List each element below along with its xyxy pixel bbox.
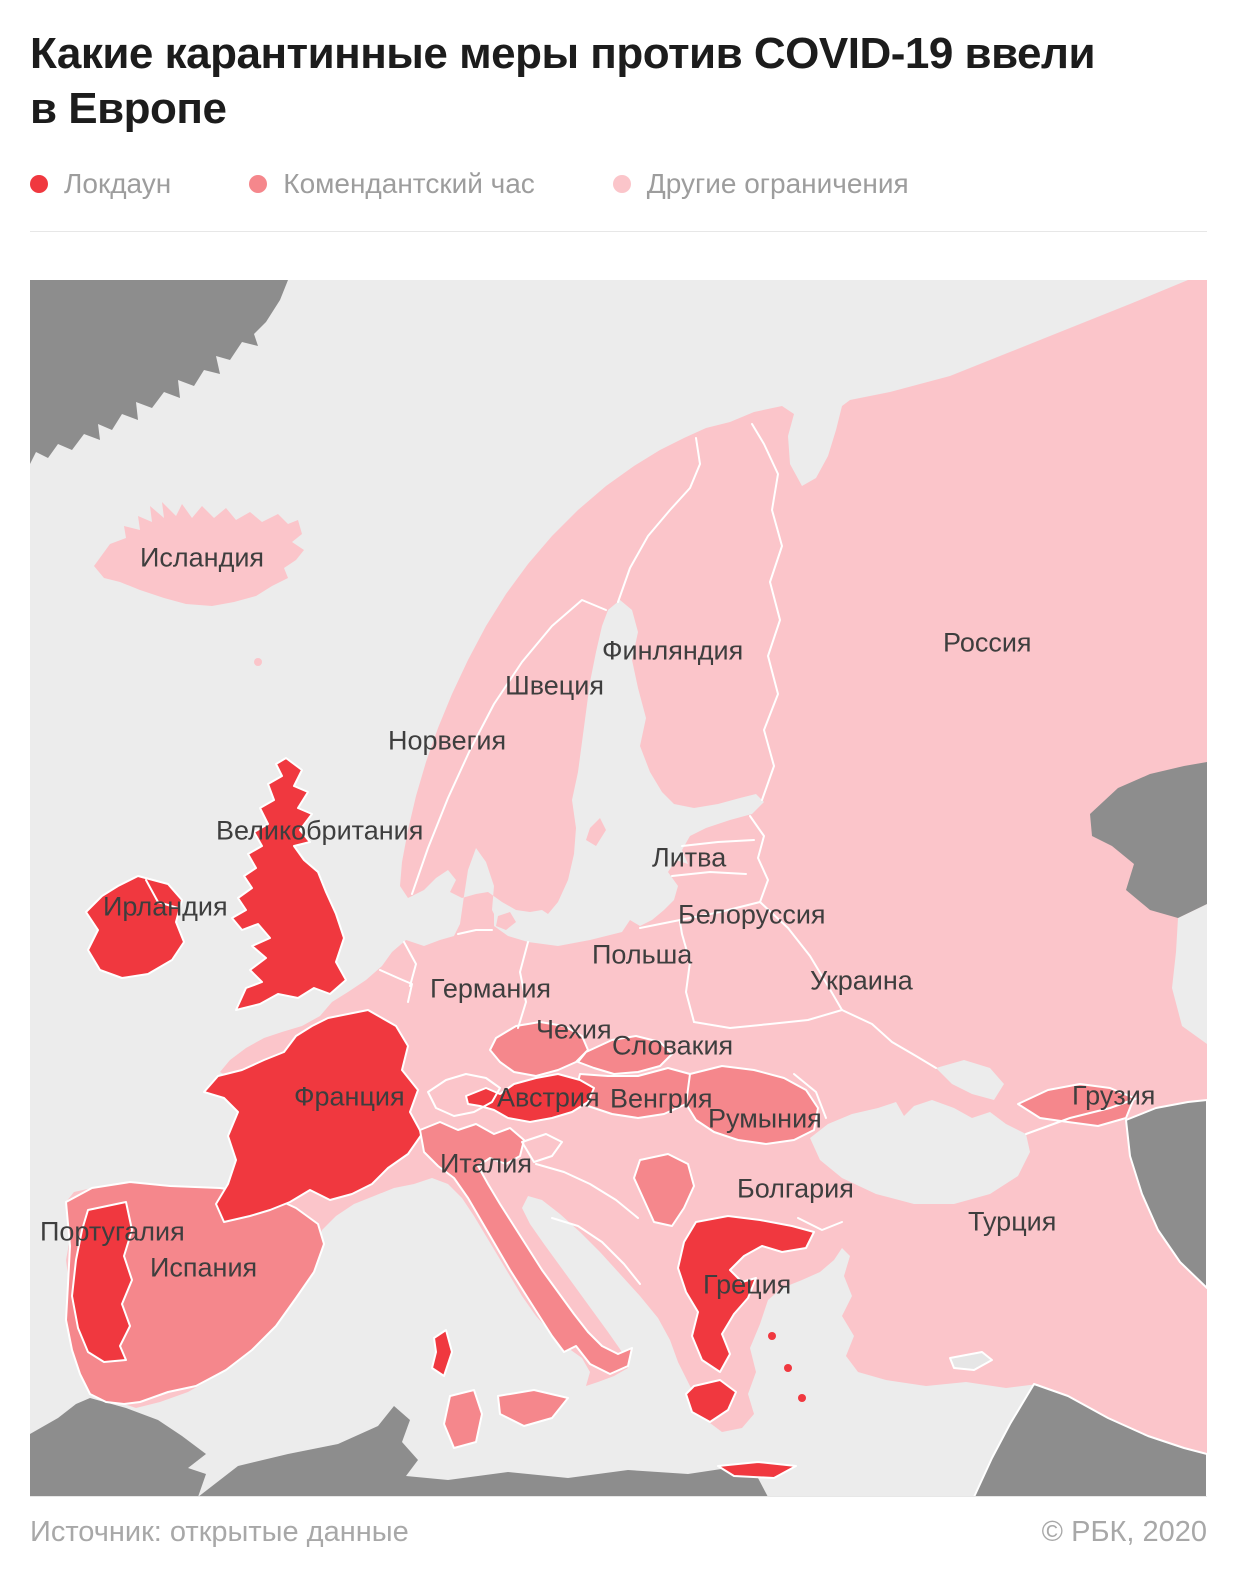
- border-slovenia: [521, 1133, 563, 1163]
- page-title: Какие карантинные меры против COVID-19 в…: [30, 29, 1096, 133]
- ocean-shape: [30, 280, 1207, 1497]
- serbia-shape: [633, 1153, 695, 1227]
- caucasus-nodata-shape: [1125, 1099, 1207, 1289]
- gotland-island-shape: [586, 818, 606, 846]
- legend: Локдаун Комендантский час Другие огранич…: [30, 168, 909, 200]
- middle-east-shape: [973, 1383, 1207, 1497]
- border-finland-north: [617, 437, 701, 603]
- border-estonia-latvia: [681, 839, 755, 847]
- iceland-shape: [94, 502, 304, 606]
- cyprus-shape: [949, 1351, 993, 1371]
- legend-label-lockdown: Локдаун: [64, 168, 172, 199]
- divider-top: [30, 231, 1207, 232]
- greenland-shape: [30, 280, 288, 464]
- legend-label-curfew: Комендантский час: [283, 168, 535, 199]
- border-poland-germany: [517, 941, 529, 1029]
- uk-shape: [231, 757, 347, 1011]
- austria-shape: [465, 1073, 595, 1123]
- border-baltics-russia: [749, 815, 769, 903]
- border-belarus-poland: [679, 921, 695, 1023]
- lockdown-dot-icon: [30, 175, 48, 193]
- border-latvia-lithuania: [671, 871, 747, 877]
- portugal-shape: [71, 1201, 133, 1363]
- border-bosnia: [551, 1217, 641, 1285]
- footer: Источник: открытые данные © РБК, 2020: [30, 1516, 1207, 1549]
- corsica-shape: [431, 1329, 453, 1377]
- romania-shape: [685, 1065, 819, 1145]
- sicily-shape: [497, 1389, 569, 1427]
- africa-east-shape: [198, 1406, 768, 1497]
- border-russia-belarus: [759, 901, 843, 1011]
- other-dot-icon: [612, 175, 631, 193]
- slovakia-shape: [577, 1035, 673, 1075]
- border-northern-ireland: [145, 879, 179, 909]
- sardinia-shape: [443, 1389, 483, 1449]
- black-sea-shape: [810, 1100, 1030, 1204]
- peloponnese-shape: [685, 1379, 737, 1423]
- border-finland-russia: [751, 423, 783, 801]
- aegean-island-shape: [798, 1394, 806, 1402]
- curfew-dot-icon: [249, 175, 268, 193]
- border-moldova: [793, 1073, 827, 1119]
- denmark-island-shape: [496, 912, 516, 930]
- kazakhstan-shape: [1090, 762, 1207, 918]
- greece-shape: [677, 1215, 815, 1373]
- faroe-islands-shape: [254, 658, 262, 666]
- border-netherlands-germany: [403, 941, 417, 987]
- border-croatia-north: [535, 1163, 639, 1219]
- georgia-shape: [1017, 1083, 1135, 1127]
- border-ukraine-russia: [841, 1009, 937, 1069]
- legend-label-other: Другие ограничения: [646, 168, 909, 199]
- border-belarus-ukraine: [693, 1009, 843, 1029]
- border-belgium: [379, 969, 413, 1003]
- border-germany-denmark: [457, 929, 493, 935]
- divider-bottom: [30, 1496, 1207, 1497]
- copyright-note: © РБК, 2020: [1041, 1516, 1207, 1548]
- france-shape: [203, 1009, 423, 1223]
- czechia-shape: [489, 1021, 589, 1077]
- legend-item-other: Другие ограничения: [612, 168, 909, 200]
- border-norway-sweden: [411, 599, 607, 895]
- aegean-island-shape: [768, 1332, 776, 1340]
- border-lithuania-south: [639, 901, 761, 929]
- source-note: Источник: открытые данные: [30, 1516, 409, 1548]
- africa-west-shape: [30, 1398, 206, 1497]
- caspian-sea-shape: [1172, 904, 1207, 1044]
- border-switzerland: [427, 1073, 501, 1117]
- border-russia-georgia: [1025, 1097, 1139, 1135]
- border-bulgaria-turkey: [797, 1217, 843, 1231]
- europe-map: Исландия Финляндия Швеция Норвегия Россия Вел…: [30, 280, 1207, 1497]
- aegean-island-shape: [784, 1364, 792, 1372]
- legend-item-lockdown: Локдаун: [30, 168, 171, 200]
- azov-sea-shape: [936, 1060, 1004, 1100]
- europe-map-svg: [30, 280, 1207, 1497]
- legend-item-curfew: Комендантский час: [249, 168, 535, 200]
- crete-shape: [717, 1461, 797, 1479]
